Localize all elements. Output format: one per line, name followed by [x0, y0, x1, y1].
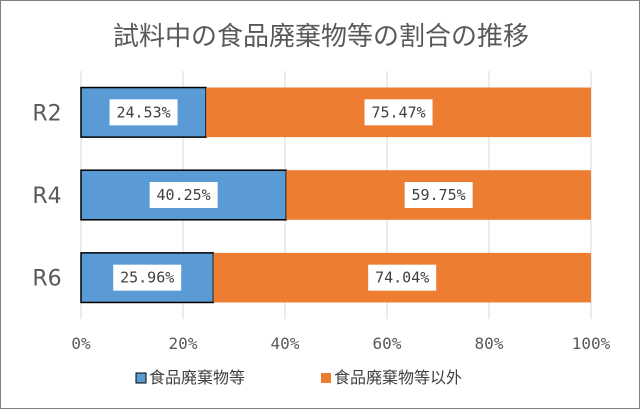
data-label: 25.96%	[120, 269, 174, 287]
data-label-box	[364, 99, 433, 126]
data-label: 75.47%	[371, 103, 425, 121]
x-tick-label: 100%	[572, 334, 611, 353]
x-tick-label: 20%	[169, 334, 198, 353]
data-label-box	[368, 264, 437, 291]
category-labels: R2 R4 R6	[32, 101, 61, 291]
x-tick-label: 80%	[475, 334, 504, 353]
chart-title: 試料中の食品廃棄物等の割合の推移	[113, 22, 529, 52]
x-tick-label: 0%	[71, 334, 91, 353]
data-label: 74.04%	[375, 269, 429, 287]
category-label: R4	[32, 184, 61, 209]
legend-swatch	[135, 372, 147, 384]
category-label: R2	[32, 101, 61, 126]
data-label: 40.25%	[157, 186, 211, 204]
legend: 食品廃棄物等 食品廃棄物等以外	[135, 368, 462, 387]
data-label: 59.75%	[412, 186, 466, 204]
legend-label: 食品廃棄物等	[149, 368, 245, 387]
x-tick-label: 60%	[373, 334, 402, 353]
data-label-box	[149, 182, 218, 208]
x-tick-labels: 0% 20% 40% 60% 80% 100%	[71, 334, 610, 353]
legend-label: 食品廃棄物等以外	[334, 368, 462, 387]
data-label-box	[109, 99, 178, 126]
bar-segment	[80, 252, 215, 304]
data-label-box	[404, 182, 473, 208]
category-label: R6	[32, 267, 61, 292]
legend-swatch	[321, 373, 331, 383]
bars: 24.53% 75.47% 40.25% 59.75% 25.96% 74.04%	[80, 86, 591, 304]
x-tick-label: 40%	[271, 334, 300, 353]
bar-segment	[80, 86, 207, 138]
data-label-box	[113, 264, 182, 291]
data-label: 24.53%	[116, 103, 170, 121]
